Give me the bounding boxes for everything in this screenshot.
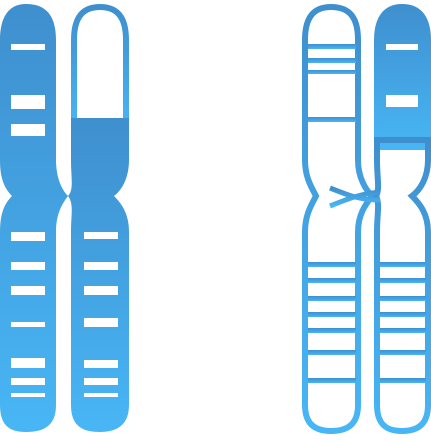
bands-right-outline [380,262,426,383]
centromere-cross [329,185,381,209]
chromosome-pair-outline [302,3,431,435]
chromatid-right-upper-filled [374,4,431,150]
chromatid-right-lower-outline [372,137,431,435]
chromatid-left-outline [302,3,376,435]
chromosome-pair-filled [0,3,129,432]
bands-left-filled [11,44,45,397]
bands-right-filled-top [386,44,418,107]
bands-left-outline [308,44,356,383]
chromatid-right-lower-filled [68,118,129,432]
bands-right-filled [80,57,120,397]
